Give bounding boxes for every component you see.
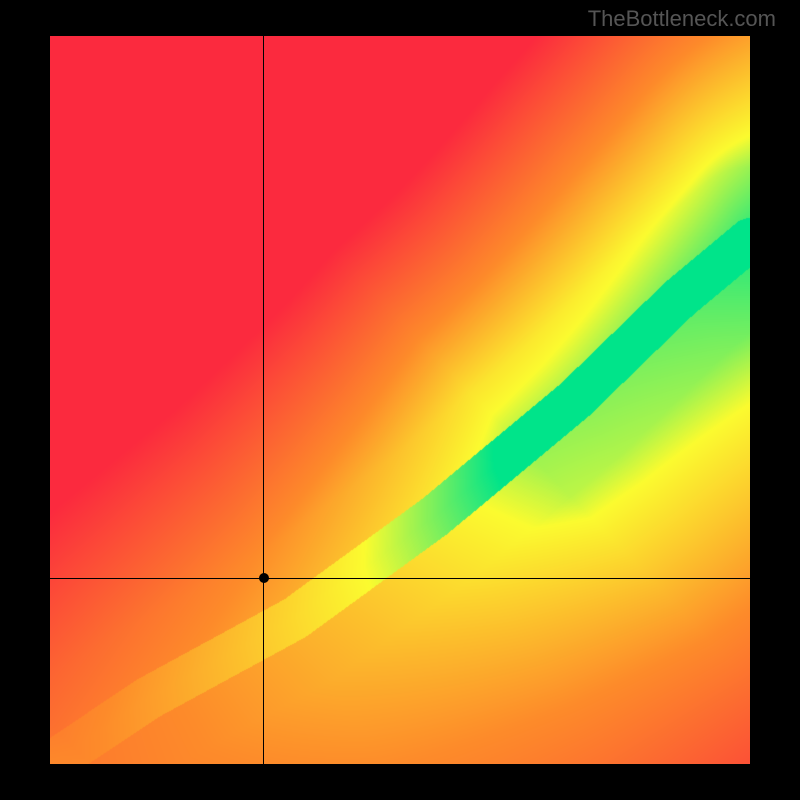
- chart-container: TheBottleneck.com: [0, 0, 800, 800]
- watermark-text: TheBottleneck.com: [588, 6, 776, 32]
- crosshair-marker: [259, 573, 269, 583]
- bottleneck-heatmap: [50, 36, 750, 764]
- crosshair-horizontal: [50, 578, 750, 579]
- crosshair-vertical: [263, 36, 264, 764]
